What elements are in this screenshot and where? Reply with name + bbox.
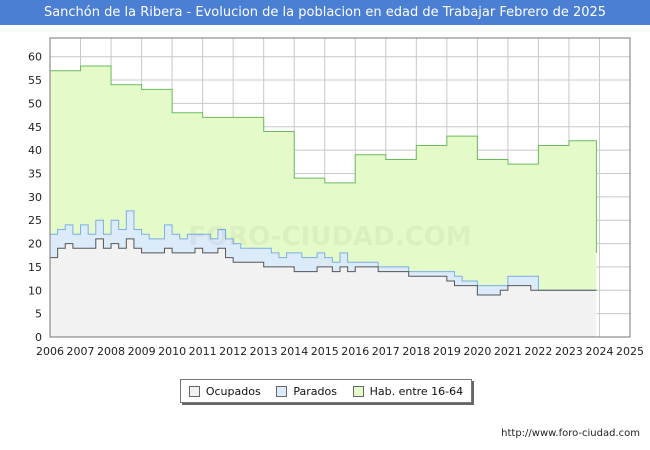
x-tick-label: 2020 bbox=[463, 345, 491, 358]
legend-item-parados: Parados bbox=[276, 385, 337, 398]
y-axis: 0 5 10 15 20 25 30 35 40 45 50 55 60 bbox=[28, 51, 42, 344]
watermark: FORO-CIUDAD.COM bbox=[188, 222, 471, 252]
y-tick-label: 30 bbox=[28, 191, 42, 204]
x-tick-label: 2023 bbox=[555, 345, 583, 358]
y-tick-label: 25 bbox=[28, 214, 42, 227]
y-tick-label: 55 bbox=[28, 74, 42, 87]
x-tick-label: 2022 bbox=[524, 345, 552, 358]
legend-label-hab: Hab. entre 16-64 bbox=[369, 384, 464, 398]
x-axis: 2006 2007 2008 2009 2010 2011 2012 2013 2014 2015… bbox=[36, 345, 644, 358]
legend-swatch-hab bbox=[352, 385, 364, 397]
x-tick-label: 2007 bbox=[67, 345, 95, 358]
legend-swatch-parados bbox=[276, 385, 288, 397]
x-tick-label: 2006 bbox=[36, 345, 64, 358]
y-tick-label: 60 bbox=[28, 51, 42, 64]
x-tick-label: 2018 bbox=[402, 345, 430, 358]
x-tick-label: 2012 bbox=[219, 345, 247, 358]
y-tick-label: 10 bbox=[28, 284, 42, 297]
chart-title: Sanchón de la Ribera - Evolucion de la p… bbox=[0, 0, 650, 25]
parados-line bbox=[50, 210, 597, 291]
y-tick-label: 35 bbox=[28, 167, 42, 180]
ocupados-line bbox=[50, 238, 597, 296]
x-tick-label: 2014 bbox=[280, 345, 308, 358]
chart-areas bbox=[50, 65, 597, 337]
legend-label-parados: Parados bbox=[293, 384, 337, 398]
x-tick-label: 2008 bbox=[97, 345, 125, 358]
x-tick-label: 2010 bbox=[158, 345, 186, 358]
plot-frame bbox=[49, 37, 631, 338]
ocupados-area bbox=[50, 238, 597, 337]
legend-item-ocupados: Ocupados bbox=[188, 384, 261, 398]
x-tick-label: 2021 bbox=[494, 345, 522, 358]
x-tick-label: 2013 bbox=[250, 345, 278, 358]
legend-label-ocupados: Ocupados bbox=[205, 384, 261, 398]
y-tick-label: 50 bbox=[28, 97, 42, 110]
x-tick-label: 2011 bbox=[189, 345, 217, 358]
y-tick-label: 0 bbox=[35, 331, 42, 344]
hab-line bbox=[50, 65, 597, 253]
legend-item-hab: Hab. entre 16-64 bbox=[352, 384, 464, 398]
x-tick-label: 2015 bbox=[311, 345, 339, 358]
x-tick-label: 2019 bbox=[433, 345, 461, 358]
y-tick-label: 15 bbox=[28, 261, 42, 274]
x-tick-label: 2024 bbox=[585, 345, 613, 358]
y-tick-label: 20 bbox=[28, 238, 42, 251]
chart-svg: FORO-CIUDAD.COM 051015202530354045505560… bbox=[28, 37, 644, 358]
x-tick-label: 2016 bbox=[341, 345, 369, 358]
x-tick-label: 2017 bbox=[372, 345, 400, 358]
x-tick-label: 2009 bbox=[128, 345, 156, 358]
source-link[interactable]: http://www.foro-ciudad.com bbox=[501, 428, 640, 439]
y-tick-label: 45 bbox=[28, 121, 42, 134]
x-tick-label: 2025 bbox=[616, 345, 644, 358]
legend: Ocupados Parados Hab. entre 16-64 bbox=[180, 379, 472, 403]
y-tick-label: 40 bbox=[28, 144, 42, 157]
y-tick-label: 5 bbox=[35, 308, 42, 321]
legend-swatch-ocupados bbox=[188, 385, 200, 397]
